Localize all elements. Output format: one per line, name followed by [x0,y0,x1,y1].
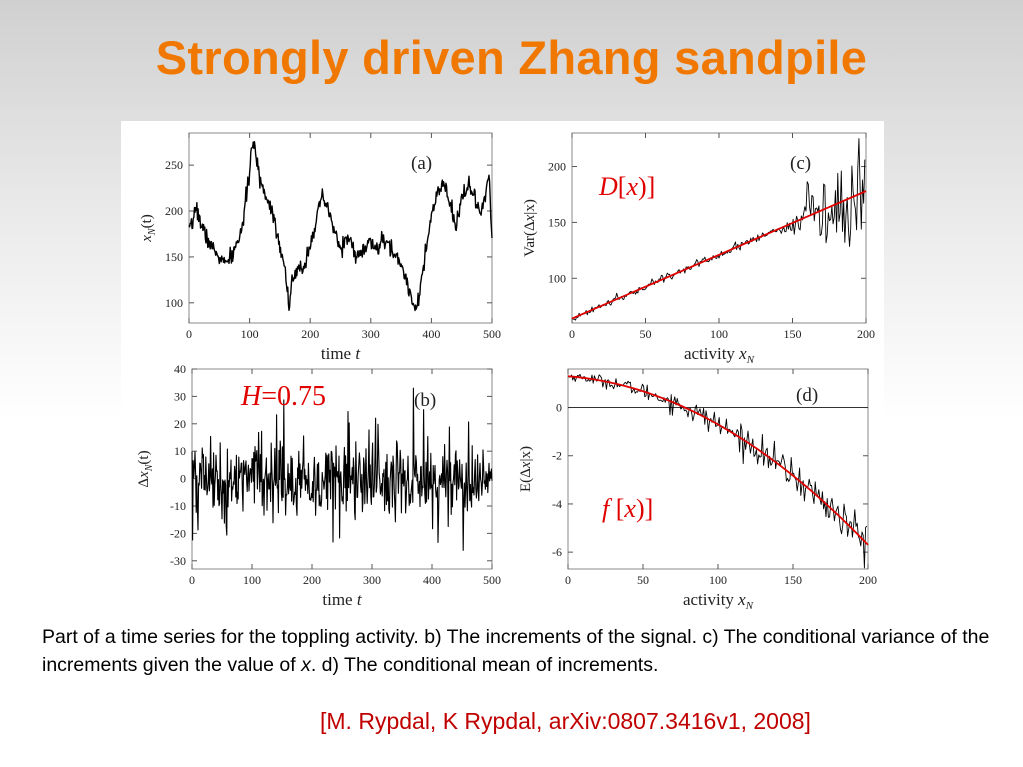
x-tick-label: 100 [709,573,727,587]
x-tick-label: 500 [483,327,501,341]
y-tick-label: 0 [180,472,186,486]
x-tick-label: 100 [243,573,261,587]
y-tick-label: 200 [548,160,566,174]
x-tick-label: 50 [637,573,649,587]
y-tick-label: 20 [174,417,186,431]
y-tick-label: 200 [165,204,183,218]
y-tick-label: 150 [165,250,183,264]
plot-frame [188,132,493,324]
y-axis-label: Var(Δx|x) [522,199,538,257]
y-tick-label: 10 [174,444,186,458]
y-axis-label: ΔxN(t) [136,450,155,487]
x-tick-label: 0 [565,573,571,587]
x-axis-label: time t [321,344,361,363]
x-tick-label: 100 [710,327,728,341]
y-tick-label: 30 [174,389,186,403]
panel-label: (b) [414,390,436,411]
fit-line [571,190,867,320]
x-tick-label: 200 [301,327,319,341]
x-tick-label: 150 [784,327,802,341]
x-tick-label: 100 [241,327,259,341]
series-line [188,141,493,312]
y-axis-label: E(Δx|x) [518,446,534,492]
y-tick-label: -30 [170,554,186,568]
x-tick-label: 0 [189,573,195,587]
y-axis-label: xN(t) [139,214,158,243]
panel-label: (d) [796,385,818,406]
figure-caption: Part of a time series for the toppling a… [42,623,1002,679]
x-tick-label: 200 [303,573,321,587]
panel-c: 0 50 100 150 200 100 150 200 activity xN Var(Δx|x… [522,132,875,366]
y-tick-label: 0 [556,401,562,415]
citation: [M. Rypdal, K Rypdal, arXiv:0807.3416v1,… [320,708,811,734]
x-tick-label: 200 [857,327,875,341]
panel-d: 0 50 100 150 200 0 -2 -4 -6 activity xN E(Δx|x) f [… [518,368,877,611]
x-axis-label: activity xN [684,344,755,366]
plot-frame [567,368,869,570]
x-tick-label: 400 [423,573,441,587]
x-tick-label: 150 [784,573,802,587]
x-tick-label: 0 [186,327,192,341]
x-tick-label: 400 [422,327,440,341]
fit-curve [567,375,869,546]
x-tick-label: 200 [859,573,877,587]
y-tick-label: 100 [165,296,183,310]
series-line [191,387,493,551]
drift-annotation: f [x)] [602,494,653,523]
x-tick-label: 50 [640,327,652,341]
y-tick-label: -20 [170,526,186,540]
diffusion-annotation: D[x)] [598,172,655,201]
x-axis-label: activity xN [683,590,754,611]
y-tick-label: 150 [548,215,566,229]
y-tick-label: -4 [552,497,562,511]
panel-label: (c) [790,153,811,174]
caption-part1: Part of a time series for the toppling a… [42,626,990,676]
y-tick-label: 250 [165,158,183,172]
y-tick-label: 100 [548,271,566,285]
y-tick-label: -10 [170,499,186,513]
figure-panel: 0 100 200 300 400 500 100 150 200 250 time t xN(t)(… [121,121,884,611]
caption-part2: . d) The conditional mean of increments. [310,654,659,676]
y-tick-label: -2 [552,449,562,463]
slide-title: Strongly driven Zhang sandpile [155,31,868,84]
y-tick-label: 40 [174,362,186,376]
x-tick-label: 300 [363,573,381,587]
x-tick-label: 500 [483,573,501,587]
y-tick-label: -6 [552,545,562,559]
x-axis-label: time t [322,590,362,609]
series-line [571,138,866,321]
panel-a: 0 100 200 300 400 500 100 150 200 250 time t xN(t) (… [139,132,501,363]
panel-label: (a) [411,153,432,174]
series-line [567,373,868,569]
x-tick-label: 300 [362,327,380,341]
caption-variable: x [301,654,311,676]
hurst-annotation: H=0.75 [240,381,326,412]
x-tick-label: 0 [569,327,575,341]
